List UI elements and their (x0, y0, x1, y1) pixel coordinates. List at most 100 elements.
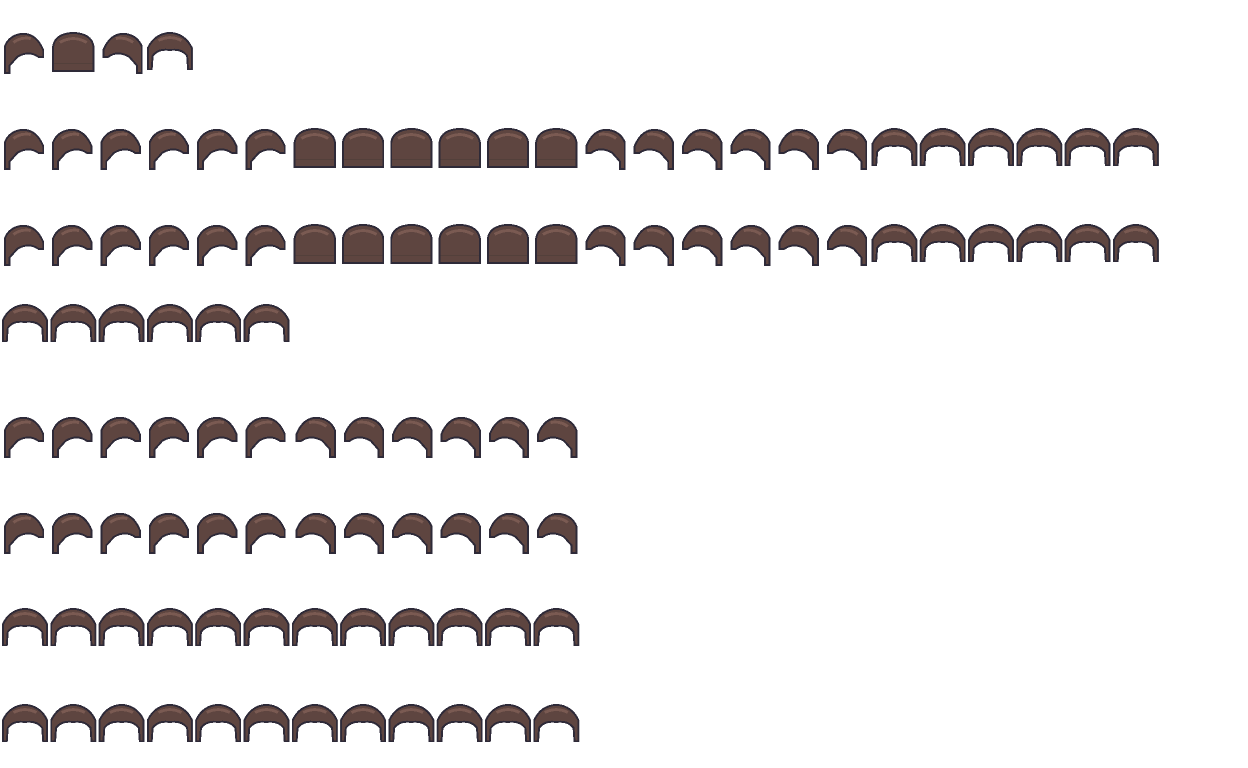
hair-sprite-left (51, 128, 94, 171)
hair-sprite-back (2, 703, 48, 743)
hair-sprite-back (243, 303, 290, 343)
hair-sprite-back (436, 607, 483, 647)
hair-sprite-left (51, 416, 94, 459)
hair-sprite-left (244, 416, 287, 459)
hair-sprite-right (633, 224, 675, 267)
hair-sprite-back (1112, 127, 1159, 167)
hair-sprite-back (98, 607, 145, 647)
hair-sprite-back (243, 607, 290, 647)
hair-sprite-left (3, 32, 45, 75)
hair-sprite-left (244, 128, 287, 171)
hair-sprite-back (2, 303, 48, 343)
hair-sprite-back (388, 607, 435, 647)
hair-sprite-right (343, 416, 385, 459)
hair-sprite-left (196, 416, 238, 459)
hair-sprite-front (534, 223, 578, 265)
hair-sprite-left (99, 512, 142, 555)
hair-sprite-front (534, 127, 578, 169)
hair-sprite-right (633, 128, 675, 171)
hair-sprite-left (148, 512, 190, 555)
hair-sprite-front (486, 127, 530, 169)
hair-sprite-right (343, 512, 385, 555)
hair-sprite-left (3, 416, 45, 459)
hair-sprite-back (195, 607, 242, 647)
hair-sprite-left (99, 224, 142, 267)
hair-sprite-left (51, 512, 94, 555)
hair-sprite-back (146, 703, 193, 743)
hair-sprite-back (340, 607, 387, 647)
hair-sprite-back (871, 223, 918, 263)
hair-sprite-right (778, 128, 820, 171)
hair-sprite-back (146, 607, 193, 647)
hair-sprite-back (98, 703, 145, 743)
hair-sprite-right (729, 128, 772, 171)
hair-sprite-back (1064, 223, 1111, 263)
hair-sprite-left (196, 128, 238, 171)
hair-sprite-front (341, 127, 385, 169)
hair-sprite-back (1112, 223, 1159, 263)
hair-sprite-back (195, 703, 242, 743)
hair-sprite-back (533, 703, 580, 743)
hair-sprite-right (295, 416, 337, 459)
hair-sprite-front (438, 223, 482, 265)
hair-sprite-left (244, 224, 287, 267)
hair-sprite-back (968, 127, 1014, 167)
hair-sprite-right (584, 128, 627, 171)
hair-sprite-left (196, 512, 238, 555)
hair-sprite-back (340, 703, 387, 743)
hair-sprite-back (1016, 127, 1063, 167)
hair-sprite-back (919, 127, 966, 167)
hair-sprite-back (919, 223, 966, 263)
hair-sprite-right (681, 224, 723, 267)
hair-sprite-back (485, 607, 531, 647)
hair-sprite-right (488, 512, 530, 555)
hair-sprite-back (2, 607, 48, 647)
hair-sprite-left (99, 416, 142, 459)
hair-sprite-back (871, 127, 918, 167)
hair-sprite-back (50, 703, 97, 743)
hair-sprite-right (295, 512, 337, 555)
hair-sprite-back (50, 607, 97, 647)
hair-sprite-right (826, 128, 868, 171)
hair-sprite-right (729, 224, 772, 267)
hair-sprite-left (148, 416, 190, 459)
hair-sprite-right (536, 512, 578, 555)
hair-sprite-right (488, 416, 530, 459)
hair-sprite-front (438, 127, 482, 169)
hair-sprite-front (51, 31, 95, 73)
hair-sprite-back (146, 303, 193, 343)
hair-sprite-back (98, 303, 145, 343)
hair-sprite-left (3, 224, 45, 267)
hair-sprite-right (101, 32, 144, 75)
hair-sprite-right (681, 128, 723, 171)
hair-sprite-back (485, 703, 531, 743)
hair-sprite-back (388, 703, 435, 743)
hair-sprite-right (439, 416, 482, 459)
hair-sprite-front (389, 127, 434, 169)
hair-sprite-back (436, 703, 483, 743)
hair-sprite-back (1016, 223, 1063, 263)
hair-sprite-left (148, 128, 190, 171)
hair-sprite-front (341, 223, 385, 265)
hair-sprite-back (968, 223, 1014, 263)
hair-sprite-back (50, 303, 97, 343)
hair-sprite-back (291, 703, 338, 743)
hair-sprite-right (391, 512, 434, 555)
hair-sprite-left (196, 224, 238, 267)
hair-sprite-right (391, 416, 434, 459)
hair-sprite-back (291, 607, 338, 647)
hair-sprite-left (3, 128, 45, 171)
hair-sprite-front (389, 223, 434, 265)
hair-sprite-right (778, 224, 820, 267)
hair-sprite-left (244, 512, 287, 555)
hair-sprite-left (99, 128, 142, 171)
hair-sprite-front (293, 127, 337, 169)
hair-sprite-front (293, 223, 337, 265)
hair-sprite-right (584, 224, 627, 267)
hair-sprite-left (51, 224, 94, 267)
hair-sprite-left (148, 224, 190, 267)
hair-sprite-back (195, 303, 242, 343)
hair-sprite-back (146, 31, 193, 71)
